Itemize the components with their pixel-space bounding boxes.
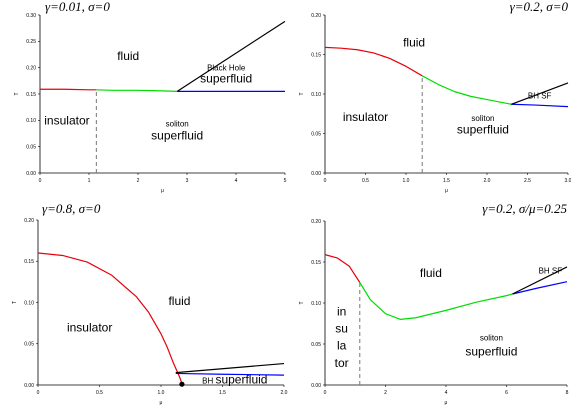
chart-2-region-label: insulator <box>343 110 388 124</box>
chart-1: 0 1 2 3 4 5 0.00 0.05 0.10 0.15 0.20 0.25 0.30 μ Tγ=0.… <box>14 0 287 194</box>
chart-4-region-label: tor <box>335 356 349 370</box>
chart-2-y-tick-label: 0.00 <box>311 171 321 177</box>
chart-2-title: γ=0.2, σ=0 <box>510 0 569 14</box>
chart-1-region-label: soliton <box>166 120 189 129</box>
chart-3-critical-point-dot <box>179 381 185 387</box>
chart-3-x-axis-label: μ <box>160 400 163 406</box>
chart-3-y-tick-label: 0.05 <box>24 342 34 348</box>
chart-4-region-label: su <box>335 322 348 336</box>
chart-2-series-4-line <box>511 82 569 105</box>
chart-4-region-label: superfluid <box>465 344 517 358</box>
chart-3-y-tick-label: 0.15 <box>24 259 34 265</box>
chart-4-y-tick-label: 0.05 <box>311 342 321 348</box>
chart-1-y-axis-label: T <box>14 92 20 95</box>
chart-2-y-tick-label: 0.15 <box>311 52 321 58</box>
chart-4-x-axis-label: μ <box>445 400 448 406</box>
chart-4-region-label: la <box>337 339 347 353</box>
chart-1-region-label: Black Hole <box>207 63 246 72</box>
chart-1-region-label: superfluid <box>200 71 252 85</box>
chart-3-y-tick-label: 0.10 <box>24 300 34 306</box>
chart-2-y-tick-label: 0.20 <box>311 13 321 19</box>
chart-3-y-tick-label: 0.20 <box>24 218 34 224</box>
chart-2-x-axis-label: μ <box>445 188 448 194</box>
chart-3-region-label: fluid <box>168 294 190 308</box>
chart-3-series-2-line <box>175 372 285 376</box>
chart-1-series-1-line <box>40 88 97 91</box>
chart-1-x-axis-label: μ <box>161 188 164 194</box>
chart-2-x-tick-label: 2.5 <box>524 178 531 184</box>
chart-4-series-4-line <box>512 266 568 295</box>
chart-1-region-label: superfluid <box>151 128 203 142</box>
chart-3: 0 0.5 1.0 1.5 2.0 0.00 0.05 0.10 0.15 0.20 μ Tγ=0.8… <box>12 201 288 406</box>
chart-3-x-tick-label: 0.5 <box>96 390 103 396</box>
chart-1-x-tick-label: 5 <box>284 178 287 184</box>
chart-2-region-label: fluid <box>403 36 425 50</box>
chart-4-y-tick-label: 0.10 <box>311 301 321 307</box>
chart-2-y-tick-label: 0.10 <box>311 92 321 98</box>
chart-4-x-tick-label: 2 <box>384 390 387 396</box>
chart-1-x-tick-label: 4 <box>235 178 238 184</box>
chart-4-x-tick-label: 0 <box>324 390 327 396</box>
chart-4-x-tick-label: 8 <box>566 390 569 396</box>
chart-1-region-label: fluid <box>117 49 139 63</box>
chart-2-x-tick-label: 3.0 <box>565 178 571 184</box>
chart-2-x-tick-label: 0 <box>324 178 327 184</box>
chart-2-series-1-line <box>324 46 423 77</box>
chart-3-region-label: BH superfluid <box>202 372 267 386</box>
chart-2-x-tick-label: 0.5 <box>362 178 369 184</box>
chart-1-series-2-line <box>96 89 178 92</box>
chart-1-y-tick-label: 0.30 <box>26 13 36 19</box>
chart-1-y-tick-label: 0.00 <box>26 171 36 177</box>
chart-2-region-label: soliton <box>471 114 494 123</box>
chart-4-series-3-line <box>512 281 568 295</box>
chart-2-y-tick-label: 0.05 <box>311 131 321 137</box>
chart-4-region-label: fluid <box>420 266 442 280</box>
chart-2-series-2-line <box>421 75 512 105</box>
chart-3-series-1-line <box>37 252 183 384</box>
chart-4-y-tick-label: 0.00 <box>311 383 321 389</box>
chart-1-series-4-line <box>176 20 286 92</box>
chart-2-x-tick-label: 2.0 <box>484 178 491 184</box>
chart-1-x-tick-label: 1 <box>88 178 91 184</box>
chart-4: 0 2 4 6 8 0.00 0.05 0.10 0.15 0.20 μ Tγ=0.2, σ/μ=0.… <box>299 201 569 406</box>
chart-1-y-tick-label: 0.25 <box>26 39 36 45</box>
chart-4-region-label: soliton <box>480 334 503 343</box>
chart-4-y-tick-label: 0.15 <box>311 260 321 266</box>
chart-4-x-tick-label: 4 <box>445 390 448 396</box>
chart-1-title: γ=0.01, σ=0 <box>45 0 110 14</box>
chart-1-y-tick-label: 0.10 <box>26 118 36 124</box>
chart-3-x-tick-label: 2.0 <box>281 390 288 396</box>
chart-1-y-tick-label: 0.15 <box>26 92 36 98</box>
chart-2-x-tick-label: 1.5 <box>443 178 450 184</box>
chart-3-x-tick-label: 1.5 <box>219 390 226 396</box>
chart-1-y-tick-label: 0.05 <box>26 144 36 150</box>
chart-1-y-tick-label: 0.20 <box>26 65 36 71</box>
chart-3-y-axis-label: T <box>12 301 18 304</box>
chart-3-series-3-line <box>175 362 285 374</box>
chart-1-region-label: insulator <box>44 114 89 128</box>
chart-2-x-tick-label: 1.0 <box>403 178 410 184</box>
chart-2-region-label: superfluid <box>457 123 509 137</box>
chart-4-series-2-line <box>359 282 513 320</box>
chart-3-region-label: insulator <box>67 320 112 334</box>
chart-4-region-label: BH SF <box>539 266 563 275</box>
chart-1-x-tick-label: 0 <box>39 178 42 184</box>
chart-4-y-axis-label: T <box>299 301 305 304</box>
chart-2: 0 0.5 1.0 1.5 2.0 2.5 3.0 0.00 0.05 0.10 0.15 0.20 μ… <box>299 0 571 194</box>
chart-4-title: γ=0.2, σ/μ=0.25 <box>482 201 567 216</box>
chart-1-x-tick-label: 2 <box>137 178 140 184</box>
chart-3-x-tick-label: 1.0 <box>158 390 165 396</box>
chart-4-series-1-line <box>324 254 361 283</box>
chart-2-series-3-line <box>511 103 569 108</box>
chart-2-y-axis-label: T <box>299 92 305 95</box>
chart-3-x-tick-label: 0 <box>37 390 40 396</box>
chart-3-y-tick-label: 0.00 <box>24 383 34 389</box>
chart-4-y-tick-label: 0.20 <box>311 219 321 225</box>
chart-3-title: γ=0.8, σ=0 <box>42 201 101 216</box>
chart-4-x-tick-label: 6 <box>505 390 508 396</box>
chart-1-x-tick-label: 3 <box>186 178 189 184</box>
chart-4-region-label: in <box>337 304 346 318</box>
chart-2-region-label: BH SF <box>528 92 552 101</box>
